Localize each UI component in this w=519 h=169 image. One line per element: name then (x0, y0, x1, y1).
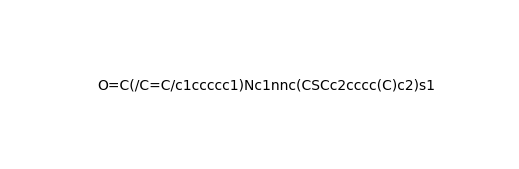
Text: O=C(/C=C/c1ccccc1)Nc1nnc(CSCc2cccc(C)c2)s1: O=C(/C=C/c1ccccc1)Nc1nnc(CSCc2cccc(C)c2)… (97, 78, 435, 92)
